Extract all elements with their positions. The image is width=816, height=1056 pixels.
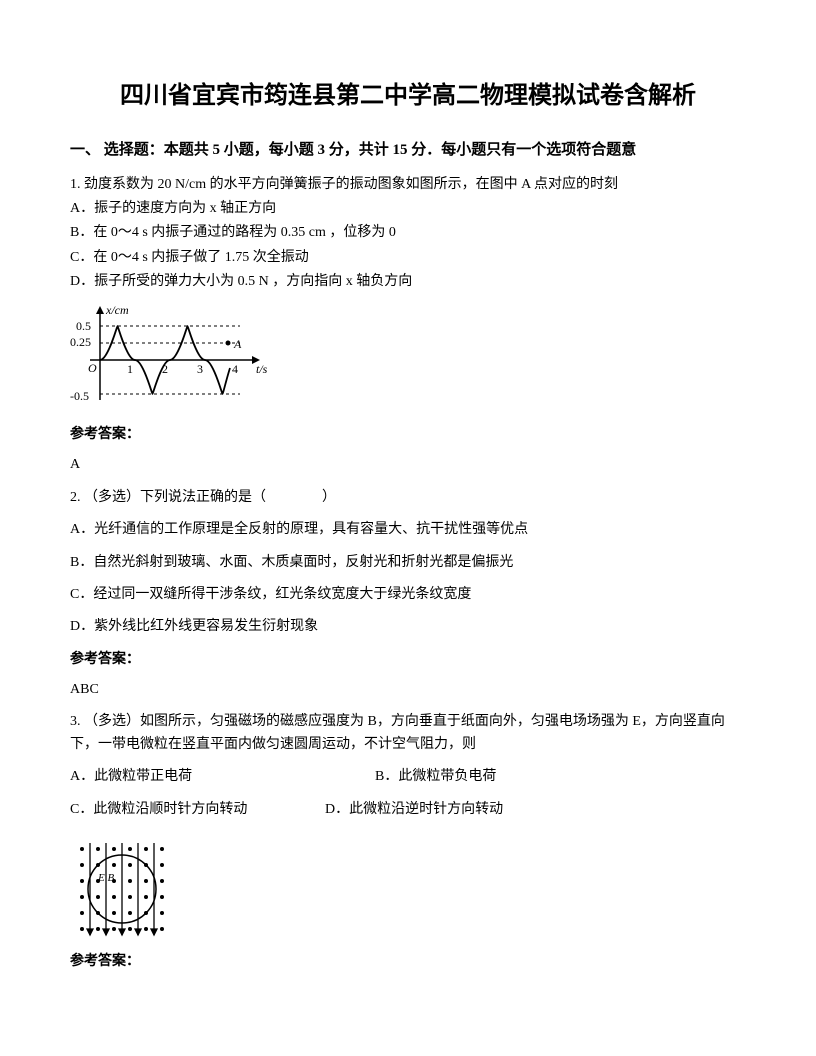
q2-answer-label: 参考答案： — [70, 649, 746, 671]
q2-answer: ABC — [70, 679, 746, 701]
q1-option-c: C．在 0～4 s 内振子做了 1.75 次全振动 — [70, 247, 746, 269]
q2-option-d: D．紫外线比红外线更容易发生衍射现象 — [70, 616, 746, 638]
q3-eb-label: E B — [97, 872, 114, 884]
q3-option-d: D．此微粒沿逆时针方向转动 — [325, 799, 503, 821]
q1-point-a-label: A — [233, 337, 242, 351]
q3-figure: E B — [70, 837, 746, 945]
q1-answer: A — [70, 454, 746, 476]
section-header: 一、 选择题：本题共 5 小题，每小题 3 分，共计 15 分．每小题只有一个选… — [70, 138, 746, 162]
q3-option-c: C．此微粒沿顺时针方向转动 — [70, 799, 325, 821]
q1-ytick-neg05: -0.5 — [70, 389, 89, 403]
q1-xtick-4: 4 — [232, 362, 238, 376]
q2-stem: 2. （多选）下列说法正确的是（ ） — [70, 487, 746, 509]
q1-xlabel: t/s — [256, 362, 268, 376]
q1-stem: 1. 劲度系数为 20 N/cm 的水平方向弹簧振子的振动图象如图所示，在图中 … — [70, 174, 746, 196]
question-2: 2. （多选）下列说法正确的是（ ） A．光纤通信的工作原理是全反射的原理，具有… — [70, 487, 746, 702]
q1-origin-label: O — [88, 361, 97, 375]
q1-xtick-3: 3 — [197, 362, 203, 376]
page-title: 四川省宜宾市筠连县第二中学高二物理模拟试卷含解析 — [70, 80, 746, 114]
q3-stem: 3. （多选）如图所示，匀强磁场的磁感应强度为 B，方向垂直于纸面向外，匀强电场… — [70, 711, 746, 756]
question-3: 3. （多选）如图所示，匀强磁场的磁感应强度为 B，方向垂直于纸面向外，匀强电场… — [70, 711, 746, 973]
q1-ytick-025: 0.25 — [70, 335, 91, 349]
q3-field-svg: E B — [70, 837, 180, 937]
q2-option-a: A．光纤通信的工作原理是全反射的原理，具有容量大、抗干扰性强等优点 — [70, 519, 746, 541]
q1-figure: x/cm t/s 0.5 0.25 O -0.5 1 2 3 4 A — [70, 300, 746, 418]
q3-option-a: A．此微粒带正电荷 — [70, 766, 375, 788]
q1-waveform-svg: x/cm t/s 0.5 0.25 O -0.5 1 2 3 4 A — [70, 300, 270, 410]
q1-ylabel: x/cm — [105, 303, 129, 317]
q2-option-c: C．经过同一双缝所得干涉条纹，红光条纹宽度大于绿光条纹宽度 — [70, 584, 746, 606]
q1-answer-label: 参考答案： — [70, 424, 746, 446]
q1-option-a: A．振子的速度方向为 x 轴正方向 — [70, 198, 746, 220]
question-1: 1. 劲度系数为 20 N/cm 的水平方向弹簧振子的振动图象如图所示，在图中 … — [70, 174, 746, 477]
q3-answer-label: 参考答案： — [70, 951, 746, 973]
q1-xtick-1: 1 — [127, 362, 133, 376]
q1-option-d: D．振子所受的弹力大小为 0.5 N ，方向指向 x 轴负方向 — [70, 271, 746, 293]
q1-option-b: B．在 0～4 s 内振子通过的路程为 0.35 cm ，位移为 0 — [70, 222, 746, 244]
q2-option-b: B．自然光斜射到玻璃、水面、木质桌面时，反射光和折射光都是偏振光 — [70, 552, 746, 574]
q1-ytick-05: 0.5 — [76, 319, 91, 333]
q3-option-b: B．此微粒带负电荷 — [375, 766, 496, 788]
